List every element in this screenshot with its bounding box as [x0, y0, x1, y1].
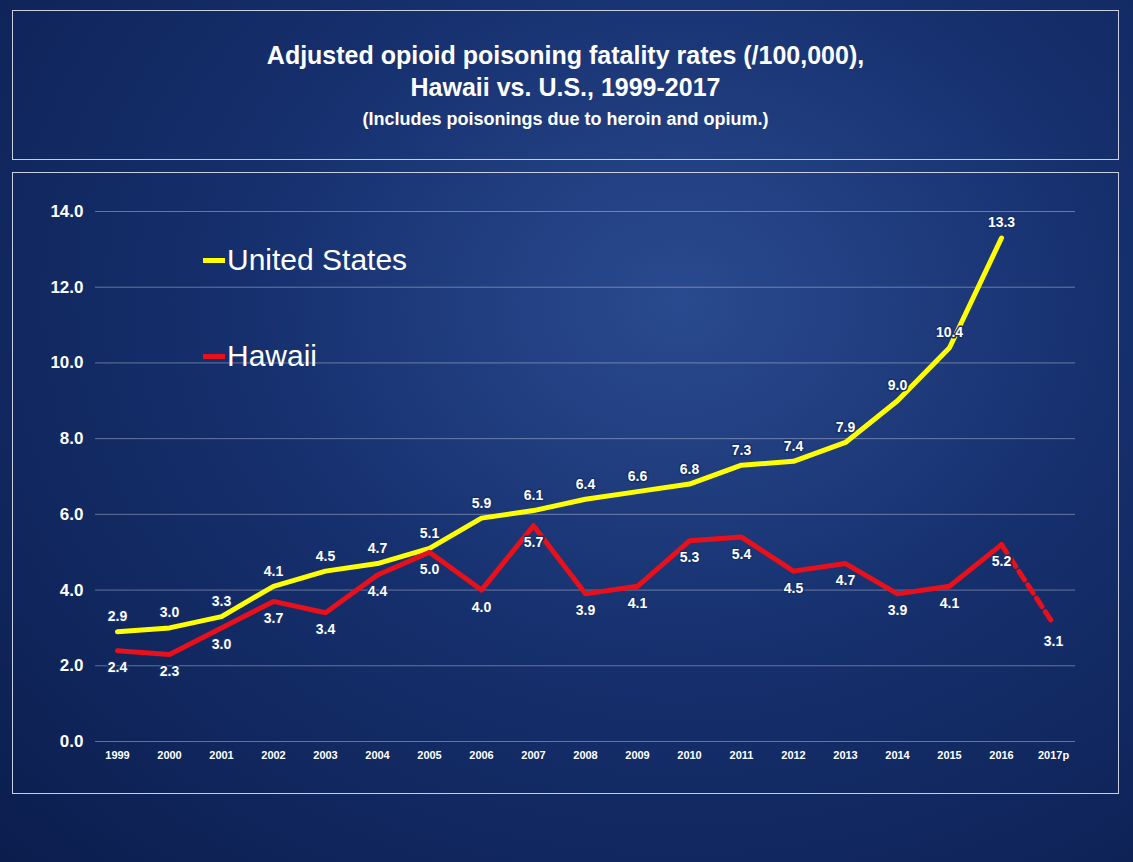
svg-text:4.7: 4.7: [368, 540, 388, 556]
svg-text:2016: 2016: [989, 749, 1013, 761]
svg-text:5.3: 5.3: [680, 549, 700, 565]
svg-text:2003: 2003: [313, 749, 337, 761]
svg-text:6.4: 6.4: [576, 476, 596, 492]
svg-text:7.3: 7.3: [732, 442, 752, 458]
svg-text:2005: 2005: [417, 749, 441, 761]
svg-text:2.3: 2.3: [160, 663, 180, 679]
svg-text:8.0: 8.0: [60, 429, 84, 448]
svg-text:2011: 2011: [730, 749, 754, 761]
svg-text:6.6: 6.6: [628, 468, 648, 484]
svg-text:2004: 2004: [365, 749, 390, 761]
svg-text:3.0: 3.0: [212, 636, 232, 652]
svg-text:2014: 2014: [885, 749, 910, 761]
svg-text:5.1: 5.1: [420, 525, 440, 541]
svg-text:5.7: 5.7: [524, 534, 544, 550]
svg-text:2009: 2009: [625, 749, 649, 761]
svg-text:6.8: 6.8: [680, 461, 700, 477]
html-text:(Includes poisonings due to he: (Includes poisonings due to heroin and o…: [362, 108, 769, 129]
svg-text:4.4: 4.4: [368, 583, 388, 599]
svg-text:2013: 2013: [833, 749, 857, 761]
svg-text:10.4: 10.4: [936, 324, 963, 340]
svg-text:14.0: 14.0: [50, 202, 83, 221]
svg-text:2007: 2007: [521, 749, 545, 761]
svg-text:4.7: 4.7: [836, 572, 856, 588]
svg-text:1999: 1999: [105, 749, 129, 761]
svg-text:4.5: 4.5: [784, 580, 804, 596]
svg-text:2000: 2000: [157, 749, 181, 761]
svg-text:2008: 2008: [573, 749, 597, 761]
svg-text:2001: 2001: [209, 749, 233, 761]
svg-text:3.9: 3.9: [576, 602, 596, 618]
svg-text:2.9: 2.9: [108, 608, 128, 624]
svg-text:5.0: 5.0: [420, 561, 440, 577]
svg-text:3.1: 3.1: [1044, 633, 1064, 649]
html-text:Hawaii: Hawaii: [227, 339, 317, 372]
svg-text:6.1: 6.1: [524, 487, 544, 503]
svg-text:2010: 2010: [677, 749, 701, 761]
svg-text:0.0: 0.0: [60, 732, 84, 751]
html-text:United States: United States: [227, 243, 408, 276]
svg-text:4.1: 4.1: [264, 563, 284, 579]
svg-text:2012: 2012: [781, 749, 805, 761]
svg-text:2.0: 2.0: [60, 656, 84, 675]
svg-text:4.0: 4.0: [472, 599, 492, 615]
svg-text:3.3: 3.3: [212, 593, 232, 609]
svg-text:5.4: 5.4: [732, 546, 752, 562]
svg-text:7.9: 7.9: [836, 419, 856, 435]
svg-text:4.1: 4.1: [940, 595, 960, 611]
svg-text:2002: 2002: [261, 749, 285, 761]
svg-text:2015: 2015: [937, 749, 961, 761]
svg-text:2017p: 2017p: [1038, 749, 1069, 761]
svg-text:3.7: 3.7: [264, 610, 284, 626]
svg-text:6.0: 6.0: [60, 505, 84, 524]
svg-text:2006: 2006: [469, 749, 493, 761]
svg-text:4.5: 4.5: [316, 548, 336, 564]
html-text:Adjusted opioid poisoning fata: Adjusted opioid poisoning fatality rates…: [266, 41, 865, 101]
svg-text:13.3: 13.3: [988, 214, 1015, 230]
svg-text:5.2: 5.2: [992, 553, 1012, 569]
svg-text:12.0: 12.0: [50, 278, 83, 297]
svg-text:3.4: 3.4: [316, 621, 336, 637]
svg-text:9.0: 9.0: [888, 377, 908, 393]
svg-text:2.4: 2.4: [108, 659, 128, 675]
svg-text:10.0: 10.0: [50, 353, 83, 372]
svg-text:4.1: 4.1: [628, 595, 648, 611]
svg-text:3.0: 3.0: [160, 604, 180, 620]
svg-text:7.4: 7.4: [784, 438, 804, 454]
svg-text:3.9: 3.9: [888, 602, 908, 618]
svg-text:5.9: 5.9: [472, 495, 492, 511]
svg-text:4.0: 4.0: [60, 581, 84, 600]
